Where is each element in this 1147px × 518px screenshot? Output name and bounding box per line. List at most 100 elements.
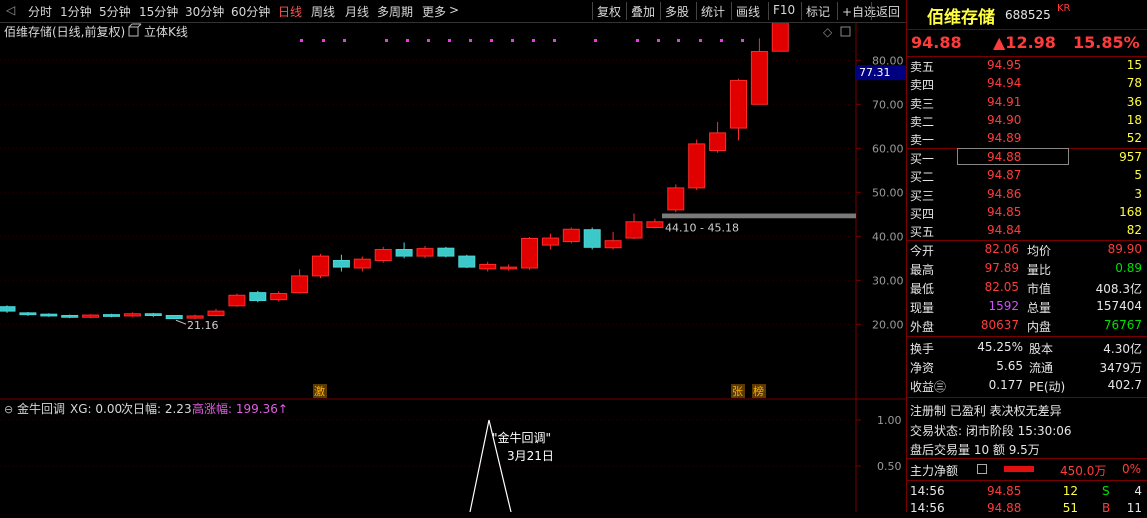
candle (417, 246, 433, 258)
signal-date: 3月21日 (507, 449, 554, 463)
indicator-next-day: 次日幅: 2.23 (121, 401, 192, 416)
candle (313, 254, 329, 278)
candle-body (333, 261, 349, 268)
period-tab-10[interactable]: 更多 (422, 3, 446, 20)
orderbook-volume: 15 (1127, 58, 1142, 72)
indicator-name[interactable]: 金牛回调 (17, 401, 65, 416)
candle (689, 140, 705, 191)
stat-value: 0.89 (1115, 261, 1142, 275)
candle-body (83, 315, 99, 317)
candle-body (417, 249, 433, 256)
orderbook-volume: 78 (1127, 76, 1142, 90)
toolbar-divider (871, 2, 872, 20)
orderbook-label: 卖五 (910, 58, 934, 75)
kline-chart-svg[interactable]: 佰维存储(日线,前复权) 立体K线 ◇ 90.0080.0070.0060.00… (0, 23, 906, 512)
chevron-right-icon[interactable]: > (449, 3, 459, 17)
toolbar-action-3[interactable]: 统计 (701, 3, 725, 20)
chevron-down-icon[interactable]: ⊖ (4, 403, 13, 416)
back-arrow-icon[interactable]: ◁ (6, 3, 15, 17)
tick-side: B (1102, 501, 1110, 515)
period-tab-7[interactable]: 周线 (311, 3, 335, 20)
toolbar-divider (696, 2, 697, 20)
candle-body (438, 248, 454, 256)
candle (647, 219, 663, 229)
tick-volume: 12 (1063, 484, 1078, 498)
orderbook-label: 卖三 (910, 95, 934, 112)
period-tab-6[interactable]: 日线 (278, 3, 302, 20)
candle (772, 23, 788, 51)
diamond-icon[interactable]: ◇ (823, 25, 833, 39)
period-tab-8[interactable]: 月线 (345, 3, 369, 20)
candle (731, 79, 747, 141)
orderbook-row[interactable]: 卖五 94.95 15 (907, 57, 1147, 75)
period-tab-3[interactable]: 15分钟 (139, 3, 178, 20)
orderbook-volume: 82 (1127, 223, 1142, 237)
list-icon[interactable] (977, 464, 987, 474)
candle-body (271, 294, 287, 300)
toolbar-action-8[interactable]: 返回 (876, 3, 900, 20)
toolbar-action-6[interactable]: 标记 (806, 3, 830, 20)
candle-body (584, 230, 600, 248)
stat-value: 76767 (1104, 318, 1142, 332)
candle (563, 228, 579, 244)
toolbar-action-5[interactable]: F10 (773, 3, 795, 17)
orderbook-price: 94.94 (987, 76, 1021, 90)
toolbar-action-0[interactable]: 复权 (597, 3, 621, 20)
last-price: 94.88 (911, 33, 962, 52)
toolbar-divider (837, 2, 838, 20)
period-tab-5[interactable]: 60分钟 (231, 3, 270, 20)
signal-dot (657, 39, 660, 42)
candle (124, 312, 140, 316)
kline-chart-area[interactable]: 佰维存储(日线,前复权) 立体K线 ◇ 90.0080.0070.0060.00… (0, 23, 906, 512)
candle-body (145, 314, 161, 316)
cube-icon[interactable] (129, 24, 141, 36)
gap-band (662, 214, 856, 219)
y-tick-label: 50.00 (872, 186, 904, 199)
toolbar-divider (626, 2, 627, 20)
orderbook-price: 94.90 (987, 113, 1021, 127)
stat-label: 换手 (910, 340, 934, 357)
y-tick-label: 20.00 (872, 318, 904, 331)
toolbar-action-4[interactable]: 画线 (736, 3, 760, 20)
period-tab-1[interactable]: 1分钟 (60, 3, 92, 20)
period-tab-0[interactable]: 分时 (28, 3, 52, 20)
orderbook-label: 卖二 (910, 113, 934, 130)
candle (396, 242, 412, 258)
stat-label: PE(动) (1029, 378, 1065, 395)
orderbook-price: 94.86 (987, 187, 1021, 201)
info-trade-status: 交易状态: 闭市阶段 15:30:06 (907, 421, 1147, 439)
main-flow-row[interactable]: 主力净额 450.0万 0% (907, 461, 1147, 479)
candle-body (731, 81, 747, 129)
stat-label: 内盘 (1027, 318, 1051, 335)
candle-body (0, 307, 15, 311)
orderbook-price: 94.85 (987, 205, 1021, 219)
toolbar-action-1[interactable]: 叠加 (631, 3, 655, 20)
flow-bar (1004, 466, 1034, 472)
candle (501, 264, 517, 270)
market-tag: KR (1057, 3, 1071, 14)
orderbook-label: 买一 (910, 150, 934, 167)
stat-value: 157404 (1096, 299, 1142, 313)
period-tab-9[interactable]: 多周期 (377, 3, 413, 20)
stat-label: 均价 (1027, 242, 1051, 259)
period-tab-4[interactable]: 30分钟 (185, 3, 224, 20)
main-flow-label: 主力净额 (910, 462, 958, 479)
view-3d-toggle[interactable]: 立体K线 (144, 24, 188, 39)
orderbook-volume: 52 (1127, 131, 1142, 145)
period-tab-2[interactable]: 5分钟 (99, 3, 131, 20)
maximize-icon[interactable] (841, 27, 850, 36)
orderbook-price: 94.95 (987, 58, 1021, 72)
signal-dot (343, 39, 346, 42)
toolbar-action-2[interactable]: 多股 (665, 3, 689, 20)
